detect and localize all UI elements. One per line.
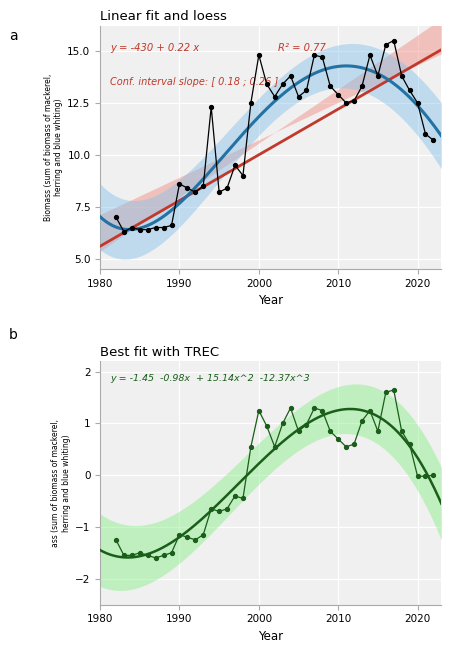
Text: y = -1.45  -0.98x  + 15.14x^2  -12.37x^3: y = -1.45 -0.98x + 15.14x^2 -12.37x^3 <box>110 374 310 383</box>
Text: b: b <box>9 328 18 343</box>
Text: Conf. interval slope: [ 0.18 ; 0.26 ]: Conf. interval slope: [ 0.18 ; 0.26 ] <box>110 77 278 87</box>
Text: Linear fit and loess: Linear fit and loess <box>100 10 227 23</box>
Text: R² = 0.77: R² = 0.77 <box>278 43 325 53</box>
Y-axis label: Biomass (sum of biomass of mackerel,
herring and blue whiting): Biomass (sum of biomass of mackerel, her… <box>44 74 63 221</box>
Text: y = -430 + 0.22 x: y = -430 + 0.22 x <box>110 43 199 53</box>
X-axis label: Year: Year <box>258 630 283 643</box>
Text: a: a <box>9 29 18 44</box>
Y-axis label: ass (sum of biomass of mackerel,
herring and blue whiting): ass (sum of biomass of mackerel, herring… <box>51 419 71 547</box>
Text: Best fit with TREC: Best fit with TREC <box>100 346 219 359</box>
X-axis label: Year: Year <box>258 294 283 307</box>
